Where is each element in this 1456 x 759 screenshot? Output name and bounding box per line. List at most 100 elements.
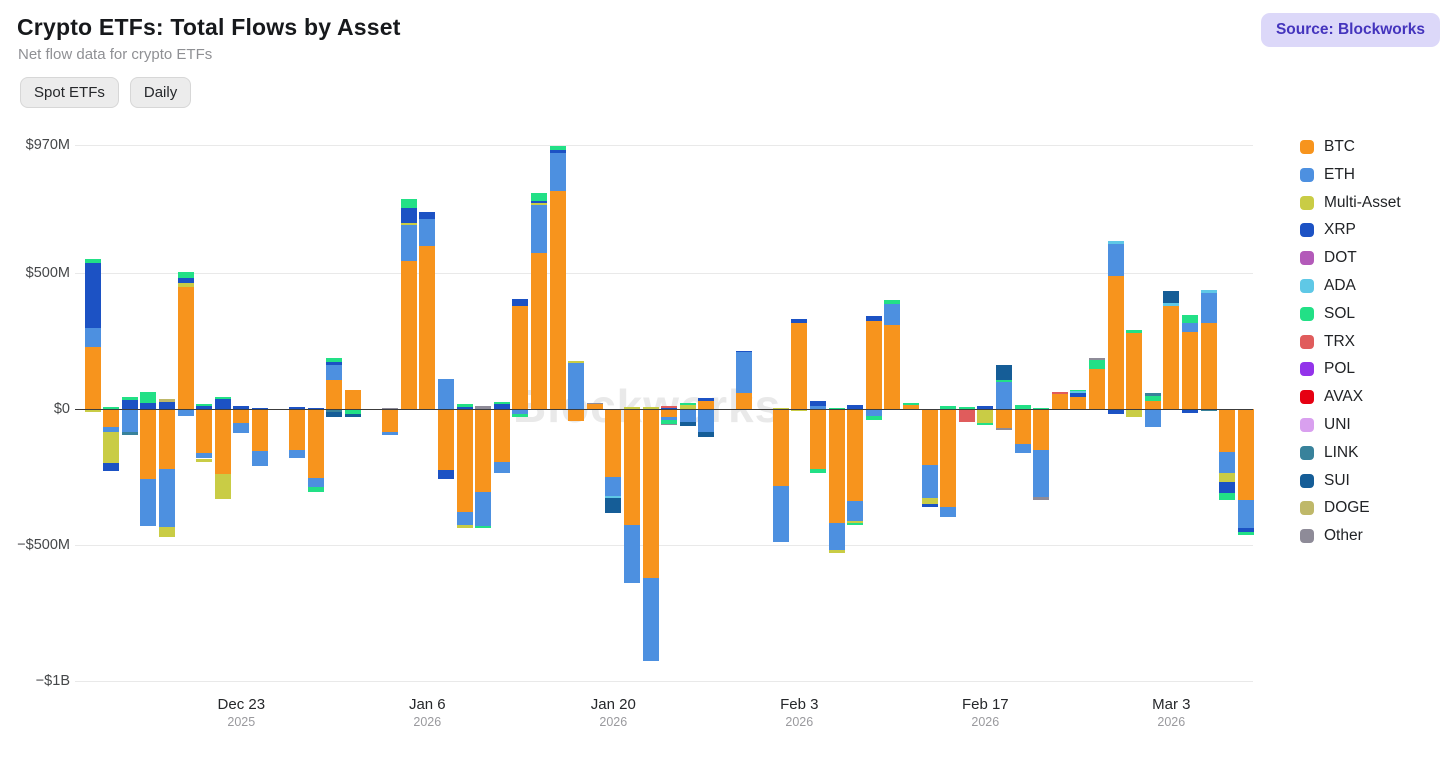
bar[interactable]: [958, 145, 975, 681]
bar[interactable]: [847, 145, 864, 681]
bar[interactable]: [493, 145, 510, 681]
bar[interactable]: [568, 145, 585, 681]
bar[interactable]: [214, 145, 231, 681]
bar-segment-eth: [828, 523, 845, 551]
bar[interactable]: [902, 145, 919, 681]
legend-item-pol[interactable]: POL: [1300, 360, 1355, 378]
bar-segment-eth: [1200, 292, 1217, 324]
bar[interactable]: [1219, 145, 1236, 681]
bar[interactable]: [1126, 145, 1143, 681]
bar-segment-other: [475, 406, 492, 409]
bar[interactable]: [512, 145, 529, 681]
bar[interactable]: [661, 145, 678, 681]
bar[interactable]: [233, 145, 250, 681]
bar-segment-btc: [1219, 409, 1236, 452]
bar[interactable]: [326, 145, 343, 681]
bar[interactable]: [995, 145, 1012, 681]
legend-label: DOGE: [1324, 499, 1370, 517]
x-tick-year: 2026: [413, 715, 442, 729]
legend-item-btc[interactable]: BTC: [1300, 138, 1355, 156]
daily-filter-button[interactable]: Daily: [129, 77, 192, 108]
bar-segment-sol: [530, 192, 547, 202]
legend-item-sol[interactable]: SOL: [1300, 305, 1355, 323]
bar[interactable]: [103, 145, 120, 681]
legend-item-eth[interactable]: ETH: [1300, 166, 1355, 184]
x-tick-date: Jan 20: [590, 696, 636, 713]
bar[interactable]: [344, 145, 361, 681]
bar-segment-multi-asset: [177, 282, 194, 287]
legend-item-dot[interactable]: DOT: [1300, 249, 1357, 267]
bar[interactable]: [735, 145, 752, 681]
bar[interactable]: [419, 145, 436, 681]
legend-item-uni[interactable]: UNI: [1300, 416, 1351, 434]
bar-segment-sol: [884, 299, 901, 304]
bar[interactable]: [921, 145, 938, 681]
bar[interactable]: [1163, 145, 1180, 681]
bar[interactable]: [158, 145, 175, 681]
legend-item-link[interactable]: LINK: [1300, 444, 1358, 462]
y-axis-tick-label: $500M: [25, 265, 70, 281]
bar[interactable]: [475, 145, 492, 681]
bar[interactable]: [828, 145, 845, 681]
bar[interactable]: [289, 145, 306, 681]
source-badge[interactable]: Source: Blockworks: [1260, 13, 1440, 47]
bar[interactable]: [382, 145, 399, 681]
bar[interactable]: [437, 145, 454, 681]
bar-segment-eth: [661, 416, 678, 421]
bar[interactable]: [456, 145, 473, 681]
bar[interactable]: [1107, 145, 1124, 681]
bar-segment-eth: [568, 363, 585, 409]
legend-item-doge[interactable]: DOGE: [1300, 499, 1370, 517]
x-tick-date: Feb 3: [780, 696, 819, 713]
bar[interactable]: [698, 145, 715, 681]
bar[interactable]: [530, 145, 547, 681]
bar[interactable]: [679, 145, 696, 681]
bar[interactable]: [1070, 145, 1087, 681]
bar[interactable]: [549, 145, 566, 681]
bar[interactable]: [1237, 145, 1254, 681]
bar[interactable]: [940, 145, 957, 681]
bar[interactable]: [586, 145, 603, 681]
bar[interactable]: [84, 145, 101, 681]
bar-segment-btc: [512, 306, 529, 409]
legend-item-ada[interactable]: ADA: [1300, 277, 1356, 295]
legend-item-multi-asset[interactable]: Multi-Asset: [1300, 194, 1401, 212]
bar[interactable]: [400, 145, 417, 681]
legend-item-avax[interactable]: AVAX: [1300, 388, 1363, 406]
bar[interactable]: [865, 145, 882, 681]
bar[interactable]: [1051, 145, 1068, 681]
bar[interactable]: [772, 145, 789, 681]
bar[interactable]: [1181, 145, 1198, 681]
bar-segment-sui: [605, 498, 622, 514]
bar[interactable]: [642, 145, 659, 681]
bar-segment-eth: [140, 478, 157, 527]
bar-segment-xrp: [1237, 528, 1254, 533]
legend-swatch-icon: [1300, 195, 1314, 210]
bar[interactable]: [177, 145, 194, 681]
bar[interactable]: [605, 145, 622, 681]
legend-item-other[interactable]: Other: [1300, 527, 1363, 545]
bar[interactable]: [1088, 145, 1105, 681]
bar[interactable]: [307, 145, 324, 681]
bar[interactable]: [121, 145, 138, 681]
bar[interactable]: [1200, 145, 1217, 681]
legend-item-trx[interactable]: TRX: [1300, 333, 1355, 351]
bar[interactable]: [251, 145, 268, 681]
bar[interactable]: [809, 145, 826, 681]
bar[interactable]: [977, 145, 994, 681]
bar[interactable]: [140, 145, 157, 681]
bar[interactable]: [884, 145, 901, 681]
bar-segment-eth: [400, 225, 417, 261]
bar-segment-sol: [326, 358, 343, 362]
bar[interactable]: [1033, 145, 1050, 681]
bar[interactable]: [1144, 145, 1161, 681]
legend-label: TRX: [1324, 332, 1355, 350]
bar[interactable]: [196, 145, 213, 681]
bar-segment-xrp: [196, 406, 213, 409]
bar[interactable]: [1014, 145, 1031, 681]
bar[interactable]: [791, 145, 808, 681]
spot-etfs-filter-button[interactable]: Spot ETFs: [20, 77, 119, 108]
bar[interactable]: [623, 145, 640, 681]
legend-item-sui[interactable]: SUI: [1300, 472, 1350, 490]
legend-item-xrp[interactable]: XRP: [1300, 221, 1356, 239]
